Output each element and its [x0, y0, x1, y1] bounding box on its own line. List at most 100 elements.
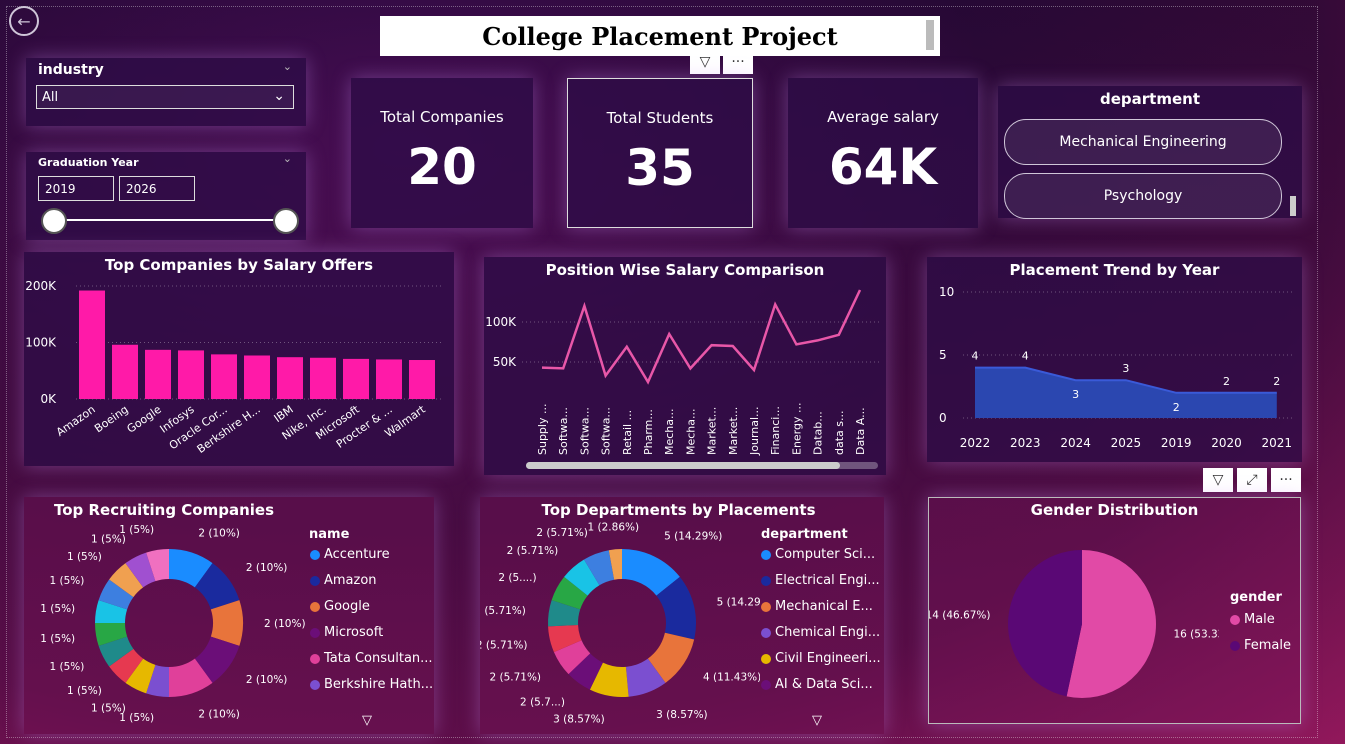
more-options-icon[interactable]: ···: [1271, 468, 1301, 492]
legend-item[interactable]: Chemical Engi...: [761, 625, 880, 640]
legend-scroll-down-icon[interactable]: ▽: [362, 713, 372, 728]
legend-dot: [310, 679, 320, 690]
department-scrollbar[interactable]: [1290, 196, 1296, 216]
slice: [568, 653, 603, 690]
department-slicer: department Mechanical Engineering Psycho…: [998, 86, 1302, 219]
y-tick-label: 0K: [40, 392, 57, 406]
x-tick-label: data s...: [833, 411, 846, 456]
kpi-value: 35: [625, 139, 695, 197]
legend-item[interactable]: Computer Sci...: [761, 547, 875, 562]
data-label: 2 (5.71%): [480, 605, 526, 617]
slice: [109, 648, 144, 683]
graduation-year-slicer: Graduation Year ⌄ 2019 2026: [26, 152, 306, 240]
focus-mode-icon[interactable]: ⤢: [1237, 468, 1267, 492]
series-area: [975, 367, 1277, 418]
legend-item[interactable]: Amazon: [310, 573, 377, 588]
data-label: 2: [1173, 401, 1180, 414]
more-options-icon[interactable]: ···: [723, 50, 753, 74]
data-label: 1 (5%): [49, 575, 84, 587]
slice: [125, 658, 156, 694]
slice: [647, 632, 695, 683]
legend-label: AI & Data Sci...: [775, 677, 873, 692]
slice: [548, 624, 582, 653]
data-label: 1 (5%): [119, 524, 154, 536]
chevron-down-icon[interactable]: ⌄: [282, 152, 292, 165]
legend-item[interactable]: Microsoft: [310, 625, 383, 640]
legend-item[interactable]: Male: [1230, 612, 1275, 627]
x-tick-label: 2019: [1161, 436, 1192, 450]
data-label: 2 (10%): [198, 708, 240, 720]
year-slider-start-handle[interactable]: [41, 208, 67, 234]
graduation-year-label: Graduation Year: [38, 156, 139, 169]
data-label: 1 (5%): [40, 603, 75, 615]
legend-dot: [310, 601, 320, 612]
page-title-text: College Placement Project: [482, 21, 838, 51]
x-tick-label: Softwa...: [578, 407, 591, 455]
x-tick-label: Softwa...: [557, 407, 570, 455]
salary-offers-chart-card: Top Companies by Salary Offers 0K 100K 200…: [24, 252, 454, 466]
data-label: 2: [1223, 375, 1230, 388]
data-label: 1 (5%): [67, 685, 102, 697]
back-arrow-icon[interactable]: ←: [9, 6, 39, 36]
legend-item[interactable]: Berkshire Hath...: [310, 677, 433, 692]
legend-scroll-down-icon[interactable]: ▽: [812, 713, 822, 728]
gender-pie-chart: 16 (53.33%) 14 (46.67%): [929, 550, 1219, 698]
year-from-input[interactable]: 2019: [38, 176, 114, 201]
chevron-down-icon[interactable]: ⌄: [282, 60, 292, 73]
chart-title: Placement Trend by Year: [1009, 261, 1220, 279]
data-label: 2 (5.71%): [507, 545, 559, 557]
legend-item[interactable]: Accenture: [310, 547, 390, 562]
legend-item[interactable]: Civil Engineeri...: [761, 651, 881, 666]
title-scrollbar[interactable]: [926, 20, 934, 50]
year-slider-track[interactable]: [54, 219, 286, 221]
slice: [548, 600, 581, 627]
legend-dot: [761, 549, 771, 560]
legend-label: Male: [1244, 612, 1275, 627]
y-tick-label: 100K: [25, 336, 57, 350]
slice: [98, 579, 134, 610]
data-label: 3 (8.57%): [656, 709, 708, 721]
department-option-psychology[interactable]: Psychology: [1004, 173, 1282, 219]
legend-item[interactable]: Tata Consultan...: [310, 651, 433, 666]
data-label: 1 (5%): [67, 551, 102, 563]
filter-icon[interactable]: ▽: [690, 50, 720, 74]
area-chart: 0 5 10 4 2022 4 2023 3 2024 3 2025 2 2019 2 2020 2 2021: [939, 285, 1295, 450]
slice: [125, 552, 156, 588]
data-label: 2 (10%): [246, 562, 288, 574]
industry-dropdown-value: All: [42, 89, 59, 105]
slice: [656, 576, 696, 640]
legend-item[interactable]: Google: [310, 599, 370, 614]
slice: [194, 563, 240, 610]
legend-item[interactable]: Female: [1230, 638, 1291, 653]
year-slider-end-handle[interactable]: [273, 208, 299, 234]
data-label: 1 (5%): [49, 661, 84, 673]
legend-item[interactable]: Electrical Engi...: [761, 573, 880, 588]
legend-label: Chemical Engi...: [775, 625, 881, 640]
industry-dropdown[interactable]: All ⌄: [36, 85, 294, 109]
industry-slicer: industry ⌄ All ⌄: [26, 58, 306, 126]
department-option-mechanical-engineering[interactable]: Mechanical Engineering: [1004, 119, 1282, 165]
legend-item[interactable]: AI & Data Sci...: [761, 677, 873, 692]
legend-dot: [761, 679, 771, 690]
filter-icon[interactable]: ▽: [1203, 468, 1233, 492]
legend-dot: [761, 601, 771, 612]
slice: [1008, 550, 1082, 697]
x-tick-label: 2025: [1111, 436, 1142, 450]
horizontal-scrollbar[interactable]: [526, 462, 840, 469]
slice: [584, 550, 615, 586]
legend-item[interactable]: Mechanical E...: [761, 599, 873, 614]
legend-label: Civil Engineeri...: [775, 651, 881, 666]
industry-label: industry: [38, 62, 104, 78]
slice: [95, 600, 128, 623]
kpi-label: Average salary: [827, 108, 939, 126]
gender-chart-card[interactable]: Gender Distribution 16 (53.33%) 14 (46.67…: [928, 497, 1301, 724]
year-to-input[interactable]: 2026: [119, 176, 195, 201]
data-label: 2 (10%): [246, 674, 288, 686]
kpi-total-students[interactable]: Total Students 35: [567, 78, 753, 228]
kpi-average-salary: Average salary 64K: [788, 78, 978, 228]
legend-dot: [1230, 640, 1240, 651]
x-tick-label: 2024: [1060, 436, 1091, 450]
recruiting-donut-chart: 2 (10%) 2 (10%) 2 (10%) 2 (10%) 2 (10%) 1 (5%…: [40, 524, 305, 724]
data-label: 2 (5.71%): [480, 640, 527, 652]
x-tick-label: Pharm...: [642, 409, 655, 455]
